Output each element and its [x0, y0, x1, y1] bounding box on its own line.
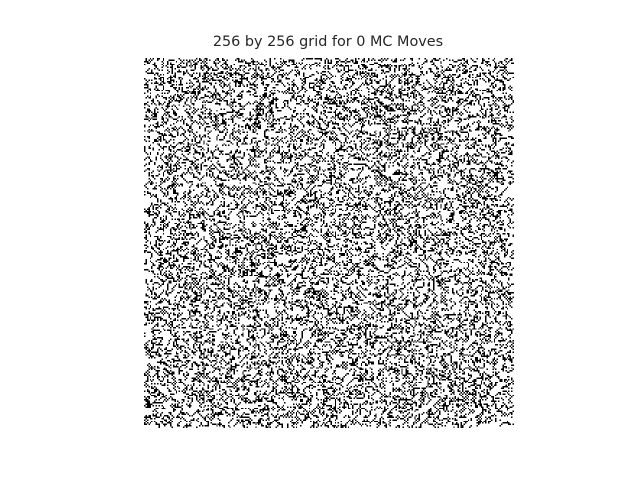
- lattice-grid: [144, 58, 514, 428]
- lattice-plot-area: [144, 58, 514, 428]
- chart-title: 256 by 256 grid for 0 MC Moves: [212, 34, 444, 50]
